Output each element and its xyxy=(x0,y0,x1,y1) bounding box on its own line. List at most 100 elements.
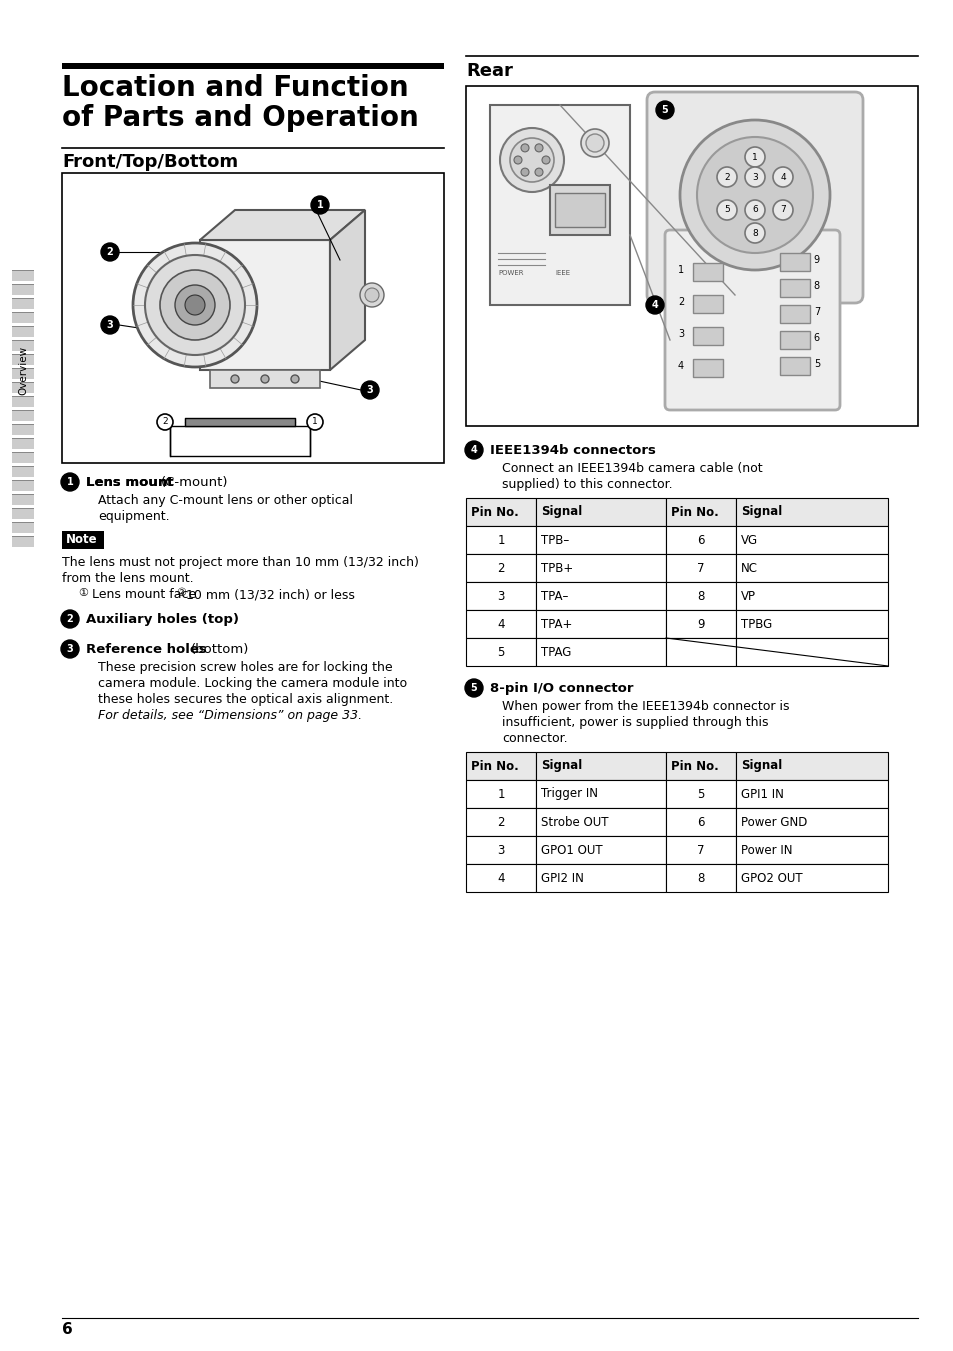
Bar xyxy=(12,536,34,547)
Bar xyxy=(170,426,310,457)
Bar xyxy=(536,554,665,582)
Text: Pin No.: Pin No. xyxy=(670,759,718,773)
Text: 10 mm (13/32 inch) or less: 10 mm (13/32 inch) or less xyxy=(186,588,355,601)
Bar xyxy=(665,638,735,666)
Text: 3: 3 xyxy=(497,843,504,857)
Circle shape xyxy=(744,147,764,168)
Text: GPO1 OUT: GPO1 OUT xyxy=(540,843,602,857)
Circle shape xyxy=(101,316,119,334)
Bar xyxy=(536,526,665,554)
Bar xyxy=(665,808,735,836)
Circle shape xyxy=(656,101,673,119)
Circle shape xyxy=(744,223,764,243)
Bar xyxy=(665,780,735,808)
Text: 7: 7 xyxy=(697,843,704,857)
Text: Trigger IN: Trigger IN xyxy=(540,788,598,801)
Text: 2: 2 xyxy=(497,562,504,574)
Text: Reference holes: Reference holes xyxy=(86,643,212,657)
Text: 1: 1 xyxy=(312,417,317,427)
Text: When power from the IEEE1394b connector is: When power from the IEEE1394b connector … xyxy=(501,700,789,713)
Bar xyxy=(62,173,443,463)
Bar xyxy=(12,396,34,407)
Circle shape xyxy=(464,680,482,697)
Text: 6: 6 xyxy=(697,816,704,828)
Bar xyxy=(12,480,34,490)
FancyBboxPatch shape xyxy=(664,230,840,409)
Text: Rear: Rear xyxy=(465,62,513,80)
Text: 8: 8 xyxy=(697,589,704,603)
Bar xyxy=(665,526,735,554)
Text: VP: VP xyxy=(740,589,755,603)
Bar xyxy=(62,63,443,69)
Circle shape xyxy=(580,128,608,157)
Bar xyxy=(665,582,735,611)
Ellipse shape xyxy=(365,288,378,303)
Bar xyxy=(536,865,665,892)
Bar xyxy=(780,357,809,376)
Text: IEEE1394b connectors: IEEE1394b connectors xyxy=(490,444,656,457)
Text: Signal: Signal xyxy=(540,505,581,519)
Circle shape xyxy=(744,200,764,220)
Ellipse shape xyxy=(160,270,230,340)
Circle shape xyxy=(697,136,812,253)
Text: connector.: connector. xyxy=(501,732,567,744)
Text: 2: 2 xyxy=(497,816,504,828)
Text: (bottom): (bottom) xyxy=(191,643,249,657)
Bar xyxy=(465,582,536,611)
Text: 9: 9 xyxy=(813,255,820,265)
Bar xyxy=(465,836,536,865)
Circle shape xyxy=(585,134,603,153)
Text: from the lens mount.: from the lens mount. xyxy=(62,571,193,585)
Text: 3: 3 xyxy=(751,173,757,181)
Bar xyxy=(692,327,722,345)
Circle shape xyxy=(231,376,239,382)
Bar xyxy=(12,284,34,295)
Ellipse shape xyxy=(132,243,256,367)
Text: these holes secures the optical axis alignment.: these holes secures the optical axis ali… xyxy=(98,693,393,707)
Bar xyxy=(735,638,887,666)
Bar xyxy=(12,508,34,519)
Text: 2: 2 xyxy=(678,297,683,307)
Text: Strobe OUT: Strobe OUT xyxy=(540,816,608,828)
Bar xyxy=(465,753,536,780)
Text: 9: 9 xyxy=(697,617,704,631)
Text: 6: 6 xyxy=(697,534,704,547)
Bar xyxy=(735,836,887,865)
Bar xyxy=(12,521,34,534)
Bar xyxy=(12,453,34,463)
Bar xyxy=(780,253,809,272)
Bar xyxy=(735,780,887,808)
Text: 3: 3 xyxy=(497,589,504,603)
Bar xyxy=(550,185,609,235)
Bar xyxy=(12,382,34,393)
Text: insufficient, power is supplied through this: insufficient, power is supplied through … xyxy=(501,716,768,730)
Ellipse shape xyxy=(185,295,205,315)
Bar xyxy=(536,611,665,638)
Text: IEEE: IEEE xyxy=(555,270,570,276)
Bar xyxy=(665,865,735,892)
Bar xyxy=(665,836,735,865)
Text: (C-mount): (C-mount) xyxy=(161,476,229,489)
Text: 2: 2 xyxy=(162,417,168,427)
Text: 3: 3 xyxy=(678,330,683,339)
Text: TPA–: TPA– xyxy=(540,589,568,603)
Text: Signal: Signal xyxy=(740,505,781,519)
Text: 8: 8 xyxy=(697,871,704,885)
Text: Lens mount: Lens mount xyxy=(86,476,178,489)
Bar xyxy=(665,499,735,526)
Circle shape xyxy=(360,381,378,399)
Bar xyxy=(12,466,34,477)
Bar xyxy=(465,780,536,808)
Circle shape xyxy=(261,376,269,382)
Text: 5: 5 xyxy=(723,205,729,215)
Text: TPBG: TPBG xyxy=(740,617,771,631)
Text: 7: 7 xyxy=(780,205,785,215)
Circle shape xyxy=(772,200,792,220)
Bar xyxy=(465,611,536,638)
Text: 7: 7 xyxy=(697,562,704,574)
Text: 1: 1 xyxy=(678,265,683,276)
Bar xyxy=(536,808,665,836)
Text: 8: 8 xyxy=(751,228,757,238)
Circle shape xyxy=(772,168,792,186)
Text: For details, see “Dimensions” on page 33.: For details, see “Dimensions” on page 33… xyxy=(98,709,362,721)
